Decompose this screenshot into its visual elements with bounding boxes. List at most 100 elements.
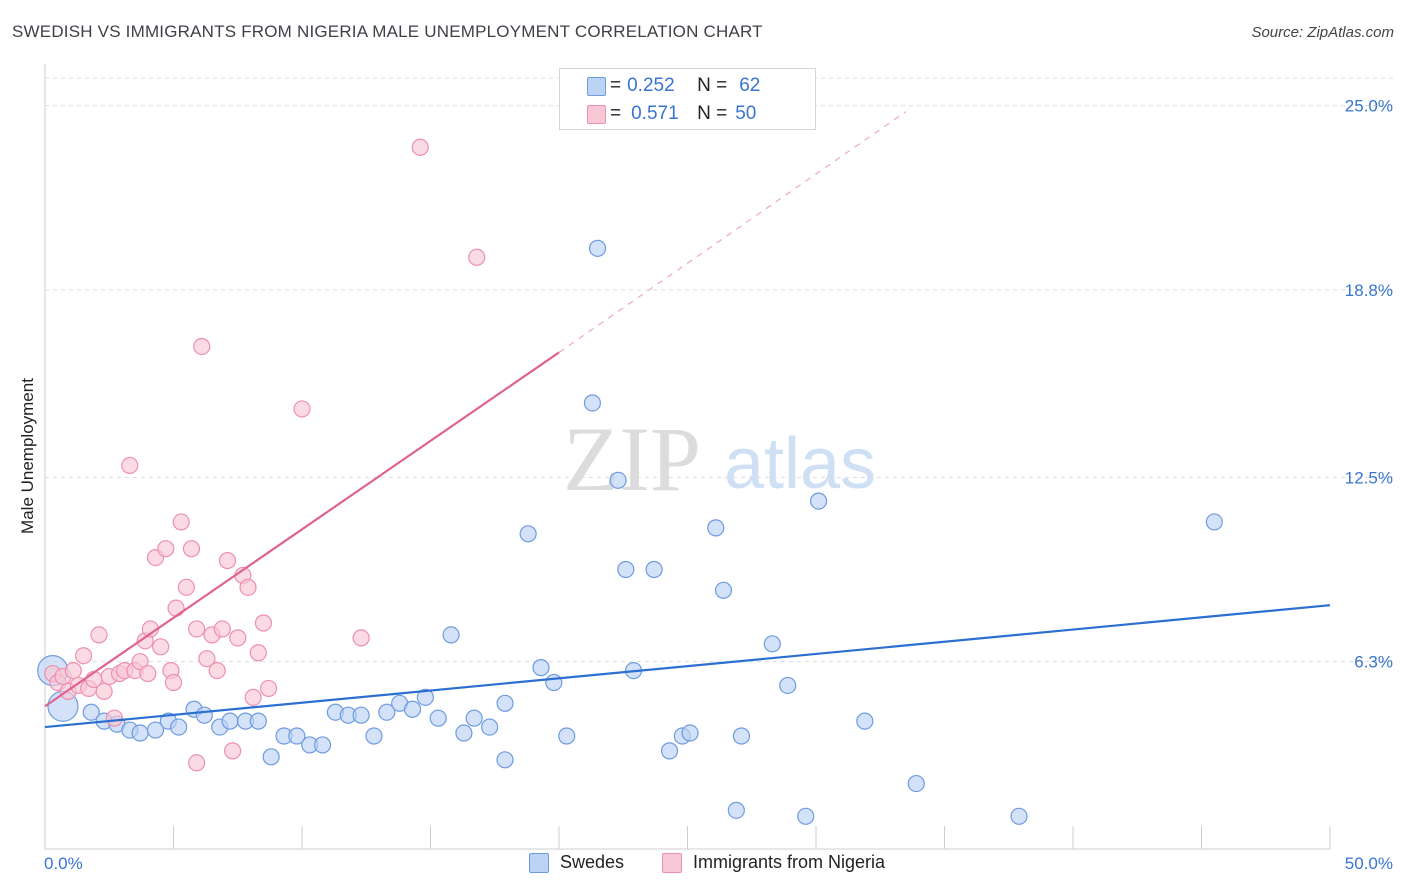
swedes-point (455, 724, 473, 742)
nigeria-point (64, 661, 82, 680)
swedes-point (378, 703, 396, 721)
nigeria-point (177, 578, 195, 596)
swedes-point (707, 519, 725, 537)
swedes-point (442, 626, 460, 644)
nigeria-point (139, 664, 157, 683)
legend-label-nigeria: Immigrants from Nigeria (693, 852, 886, 872)
swedes-point (249, 712, 267, 730)
swedes-point (403, 700, 422, 718)
nigeria-point (188, 754, 206, 772)
swedes-point (465, 709, 483, 727)
swedes-point (645, 560, 663, 579)
nigeria-trend-line (44, 351, 560, 708)
n-value: 62 (739, 75, 761, 96)
watermark: ZIP atlas (563, 408, 876, 510)
nigeria-point (229, 629, 247, 647)
swedes-point (558, 727, 576, 745)
nigeria-point (254, 614, 273, 632)
r-value: 0.252 (627, 75, 675, 96)
swedes-point (416, 688, 434, 706)
swedes-point (727, 801, 745, 819)
swedes-point (170, 718, 188, 736)
nigeria-point (193, 337, 211, 356)
swedes-trend-line (44, 604, 1331, 729)
n-label: N = (697, 103, 728, 124)
nigeria-point (259, 679, 278, 698)
swedes-point (195, 706, 213, 724)
nigeria-point (218, 551, 237, 570)
nigeria-point (293, 400, 311, 418)
y-tick-label: 12.5% (1345, 468, 1393, 487)
nigeria-point (121, 456, 139, 475)
legend-swatch-swedes (587, 77, 606, 96)
y-tick-label: 6.3% (1354, 653, 1393, 672)
nigeria-point (244, 688, 262, 706)
legend-item-nigeria: Immigrants from Nigeria (662, 852, 885, 873)
swedes-point (1205, 513, 1223, 531)
nigeria-point (213, 620, 231, 638)
swedes-point (365, 727, 383, 745)
swedes-point (221, 712, 239, 730)
swedes-point (131, 724, 149, 742)
nigeria-point (249, 644, 267, 662)
legend-swatch-swedes (529, 852, 549, 873)
nigeria-point (188, 620, 206, 638)
swedes-point (797, 807, 815, 825)
watermark-zip: ZIP (563, 408, 701, 510)
n-label: N = (697, 75, 728, 96)
nigeria-point (164, 673, 183, 692)
legend-swatch-nigeria (587, 105, 606, 124)
swedes-point (681, 724, 699, 742)
nigeria-point (90, 626, 108, 644)
swedes-point (146, 721, 165, 739)
swedes-point (519, 525, 537, 543)
nigeria-point (198, 650, 216, 668)
nigeria-point (468, 248, 486, 266)
data-points (37, 138, 1223, 825)
swedes-point (496, 751, 514, 769)
watermark-atlas: atlas (724, 424, 876, 504)
stats-legend-row-swedes: R = 0.252 N = 62 (587, 73, 761, 99)
y-tick-label: 18.8% (1345, 281, 1393, 300)
legend-item-swedes: Swedes (529, 852, 624, 873)
nigeria-trend-extension (558, 111, 907, 353)
trend-lines (44, 111, 1331, 729)
swedes-point (82, 703, 100, 721)
swedes-point (313, 736, 332, 754)
swedes-point (660, 742, 679, 760)
nigeria-point (182, 540, 201, 558)
source-label: Source: ZipAtlas.com (1251, 24, 1394, 41)
y-tick-label: 25.0% (1345, 97, 1393, 116)
nigeria-point (152, 638, 170, 656)
nigeria-point (167, 599, 185, 617)
swedes-point (809, 492, 828, 510)
nigeria-point (157, 540, 175, 558)
stats-legend-row-nigeria: R = 0.571 N = 50 (587, 101, 757, 127)
nigeria-point (411, 138, 429, 156)
tick-labels: 6.3% 12.5% 18.8% 25.0% 0.0% 50.0% (44, 97, 1393, 873)
swedes-point (609, 471, 627, 489)
swedes-point (288, 727, 306, 745)
nigeria-point (352, 629, 370, 647)
nigeria-point (105, 709, 123, 727)
swedes-point (907, 774, 925, 793)
chart-title: SWEDISH VS IMMIGRANTS FROM NIGERIA MALE … (12, 22, 763, 41)
nigeria-point (74, 647, 93, 665)
swedes-point (481, 718, 499, 736)
nigeria-point (95, 682, 113, 701)
swedes-point (496, 694, 514, 712)
legend-swatch-nigeria (662, 852, 682, 873)
swedes-point (429, 709, 447, 727)
swedes-point (545, 673, 563, 692)
r-value: 0.571 (631, 103, 679, 124)
swedes-point (532, 659, 550, 677)
swedes-point (617, 560, 635, 579)
n-value: 50 (735, 103, 757, 124)
x-tick-label: 50.0% (1345, 854, 1393, 873)
swedes-point (763, 635, 781, 653)
stats-legend: R = 0.252 N = 62 R = 0.571 N = 50 (559, 68, 816, 130)
nigeria-point (172, 513, 190, 531)
swedes-point (352, 706, 370, 724)
swedes-point (779, 676, 797, 695)
